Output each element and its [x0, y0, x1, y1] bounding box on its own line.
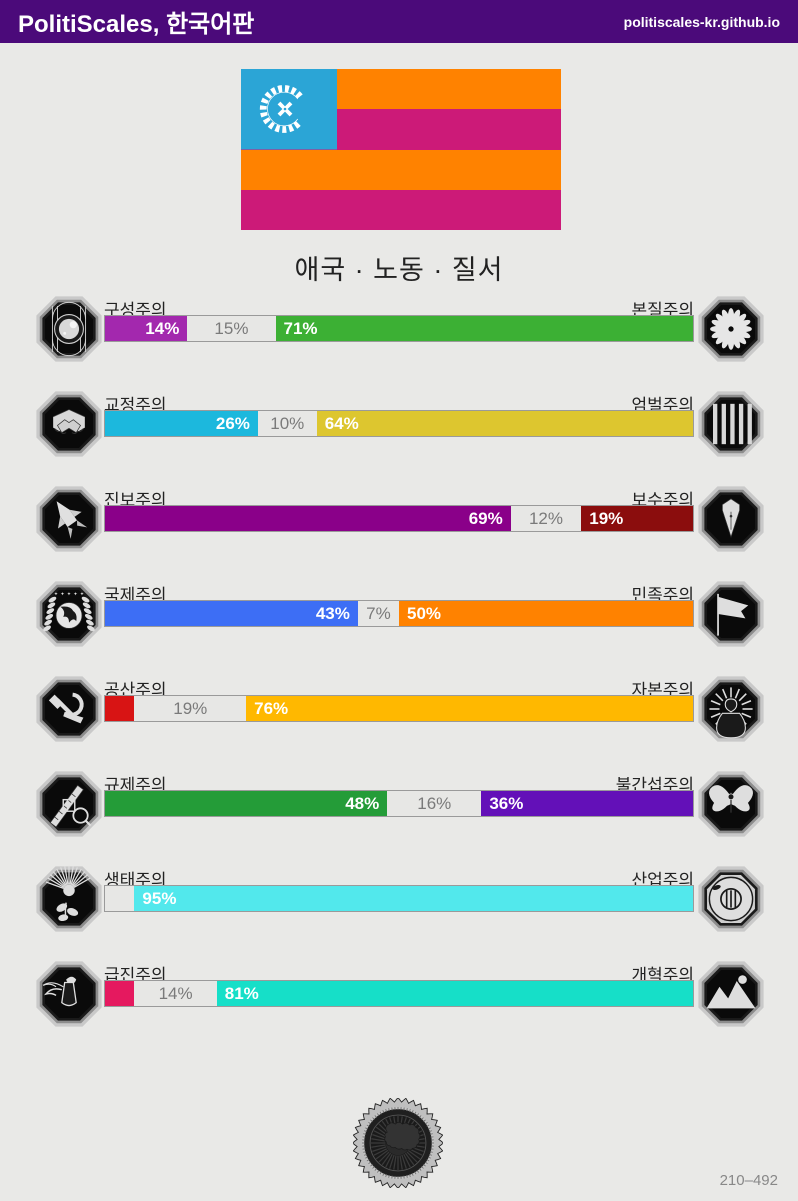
svg-text:✦: ✦ [80, 591, 84, 597]
svg-text:✦: ✦ [67, 591, 71, 597]
svg-text:✦: ✦ [54, 591, 58, 597]
svg-text:✦: ✦ [60, 591, 64, 597]
svg-text:✦: ✦ [73, 591, 77, 597]
